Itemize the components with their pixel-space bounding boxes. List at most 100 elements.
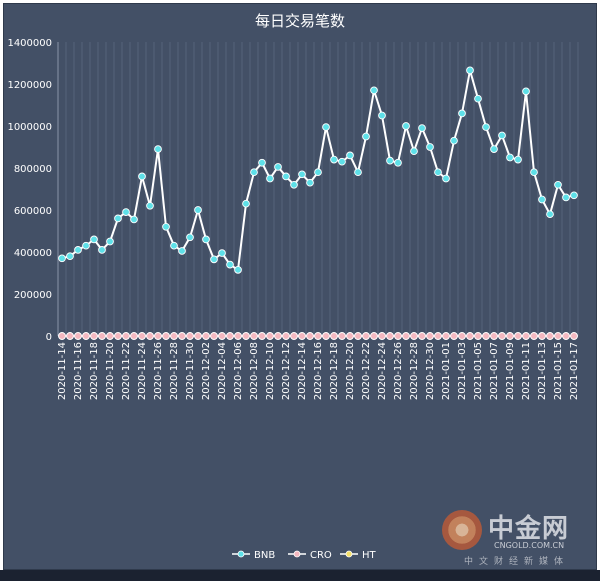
data-point bbox=[418, 332, 426, 340]
data-point bbox=[290, 332, 298, 340]
x-tick-label: 2020-12-28 bbox=[409, 342, 420, 400]
data-point bbox=[146, 201, 154, 210]
data-point bbox=[450, 332, 458, 340]
x-tick-label: 2020-12-08 bbox=[249, 342, 260, 400]
data-point bbox=[90, 332, 98, 340]
data-point bbox=[330, 155, 338, 164]
watermark: 中金网 CNGOLD.COM.CN 中文财经新媒体 bbox=[442, 508, 592, 567]
legend-label: HT bbox=[362, 550, 377, 561]
data-point bbox=[138, 172, 146, 181]
data-point bbox=[114, 332, 122, 340]
data-point bbox=[250, 168, 258, 177]
data-point bbox=[434, 168, 442, 177]
data-point bbox=[426, 143, 434, 151]
y-axis: 0 200000 400000 600000 800000 1000000 1200000 1… bbox=[7, 38, 52, 343]
bottom-strip bbox=[0, 570, 600, 581]
x-tick-label: 2021-01-07 bbox=[489, 342, 500, 400]
data-point bbox=[410, 147, 418, 156]
data-point bbox=[554, 332, 562, 340]
x-axis: 2020-11-14 2020-11-16 2020-11-18 2020-11-20… bbox=[57, 342, 580, 400]
data-point bbox=[338, 157, 346, 166]
data-point bbox=[426, 332, 434, 340]
y-tick-label: 1200000 bbox=[7, 80, 52, 91]
data-point bbox=[298, 170, 306, 179]
data-point bbox=[482, 123, 490, 131]
x-tick-label: 2020-12-02 bbox=[201, 342, 212, 400]
legend-marker bbox=[237, 550, 245, 558]
data-point bbox=[386, 156, 394, 165]
data-point bbox=[58, 254, 66, 263]
data-point bbox=[178, 247, 186, 255]
x-tick-label: 2020-12-18 bbox=[329, 342, 340, 400]
data-point bbox=[402, 332, 410, 340]
data-point bbox=[306, 178, 314, 187]
x-tick-label: 2020-12-16 bbox=[313, 342, 324, 400]
data-point bbox=[226, 332, 234, 340]
data-point bbox=[154, 332, 162, 340]
x-tick-label: 2020-12-12 bbox=[281, 342, 292, 400]
data-point bbox=[498, 131, 506, 140]
data-point bbox=[530, 168, 538, 177]
data-point bbox=[434, 332, 442, 340]
data-point bbox=[130, 215, 138, 224]
data-point bbox=[314, 168, 322, 177]
data-point bbox=[402, 122, 410, 130]
legend-marker bbox=[345, 550, 353, 558]
data-point bbox=[386, 332, 394, 340]
data-point bbox=[394, 158, 402, 167]
data-point bbox=[282, 172, 290, 181]
data-point bbox=[450, 136, 458, 145]
data-point bbox=[82, 332, 90, 340]
data-point bbox=[506, 153, 514, 162]
x-tick-label: 2020-11-18 bbox=[89, 342, 100, 400]
data-point bbox=[122, 208, 130, 216]
data-point bbox=[570, 332, 578, 340]
data-point bbox=[466, 66, 474, 75]
data-point bbox=[314, 332, 322, 340]
x-tick-label: 2020-11-16 bbox=[73, 342, 84, 400]
data-point bbox=[330, 332, 338, 340]
data-point bbox=[354, 332, 362, 340]
data-point bbox=[338, 332, 346, 340]
data-point bbox=[362, 332, 370, 340]
data-point bbox=[266, 332, 274, 340]
data-point bbox=[570, 191, 578, 200]
y-tick-label: 200000 bbox=[14, 290, 52, 301]
data-point bbox=[242, 199, 250, 208]
data-point bbox=[106, 237, 114, 246]
y-tick-label: 800000 bbox=[14, 164, 52, 175]
data-point bbox=[210, 255, 218, 264]
data-point bbox=[418, 124, 426, 132]
data-point bbox=[194, 206, 202, 214]
data-point bbox=[322, 332, 330, 340]
data-point bbox=[514, 155, 522, 164]
data-point bbox=[218, 249, 226, 257]
x-tick-label: 2021-01-05 bbox=[473, 342, 484, 400]
data-point bbox=[66, 332, 74, 340]
data-point bbox=[322, 123, 330, 131]
x-tick-label: 2020-11-22 bbox=[121, 342, 132, 400]
watermark-brand: 中金网 bbox=[488, 514, 570, 544]
data-point bbox=[546, 210, 554, 219]
data-point bbox=[506, 332, 514, 340]
x-tick-label: 2021-01-01 bbox=[441, 342, 452, 400]
y-tick-label: 1400000 bbox=[7, 38, 52, 49]
data-point bbox=[522, 87, 530, 96]
series-layer bbox=[58, 66, 578, 340]
data-point bbox=[106, 332, 114, 340]
x-tick-label: 2020-12-14 bbox=[297, 342, 308, 400]
data-point bbox=[146, 332, 154, 340]
data-point bbox=[410, 332, 418, 340]
data-point bbox=[562, 332, 570, 340]
data-point bbox=[178, 332, 186, 340]
legend-item-cro: CRO bbox=[288, 550, 332, 561]
data-point bbox=[442, 174, 450, 183]
data-point bbox=[250, 332, 258, 340]
data-point bbox=[210, 332, 218, 340]
x-tick-label: 2020-12-06 bbox=[233, 342, 244, 400]
data-point bbox=[74, 246, 82, 254]
data-point bbox=[474, 94, 482, 103]
legend-marker bbox=[293, 550, 301, 558]
data-point bbox=[234, 332, 242, 340]
